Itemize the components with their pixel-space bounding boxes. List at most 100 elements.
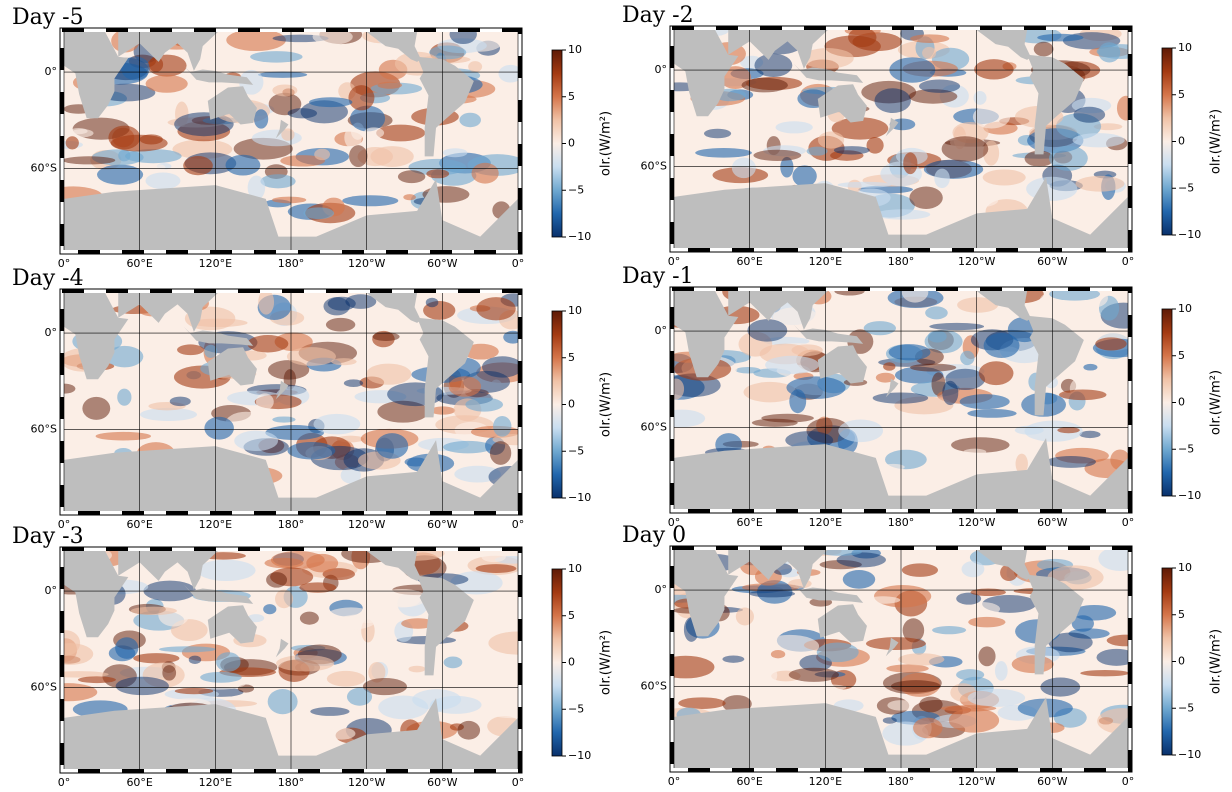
field-blob [225, 154, 261, 176]
field-blob [82, 396, 111, 420]
field-blob [247, 335, 289, 353]
field-blob [1048, 632, 1093, 653]
land [885, 378, 899, 398]
field-blob [1011, 655, 1054, 674]
land [64, 551, 129, 638]
field-blob [110, 134, 168, 152]
field-blob [816, 642, 859, 663]
field-blob [674, 378, 685, 400]
field-blob [377, 400, 429, 423]
y-tick-label: 0° [45, 65, 58, 78]
field-blob [365, 363, 412, 385]
map-panel: Day -1 0° 60°E 120°E 180° 120°W 60°W 0° 0° 60°S 10… [622, 264, 1224, 529]
field-blob [158, 358, 184, 366]
field-blob [817, 131, 845, 149]
field-blob [463, 343, 499, 360]
field-blob [1106, 634, 1128, 647]
field-blob [174, 112, 234, 137]
field-blob [204, 344, 218, 358]
colorbar-tick-label: 10 [1178, 41, 1192, 54]
field-blob [145, 74, 188, 93]
x-tick-label: 0° [512, 518, 525, 531]
field-blob [117, 388, 132, 406]
land [417, 317, 474, 418]
field-blob [863, 321, 896, 336]
field-blob [749, 590, 796, 598]
field-blob [934, 168, 950, 189]
field-blob [498, 64, 518, 83]
land [728, 291, 828, 330]
field-blob [959, 194, 999, 208]
x-tick-label: 120°W [958, 775, 995, 788]
field-blob [913, 717, 943, 739]
field-blob [250, 51, 303, 63]
colorbar-tick-label: 5 [1178, 88, 1185, 101]
field-blob [325, 317, 356, 332]
field-blob [866, 137, 884, 154]
field-blob [903, 152, 918, 175]
field-blob [747, 663, 778, 688]
panel-title: Day -1 [622, 264, 694, 289]
field-blob [837, 181, 892, 188]
x-tick-label: 60°E [126, 776, 152, 789]
field-blob [760, 634, 820, 658]
field-blob [956, 592, 982, 605]
x-tick-label: 180° [278, 257, 305, 270]
map-panel: Day -4 0° 60°E 120°E 180° 120°W 60°W 0° 0° 60°S 10… [12, 266, 614, 531]
field-blob [363, 127, 385, 139]
x-tick-label: 120°E [199, 257, 232, 270]
land [674, 438, 1128, 509]
field-blob [1075, 175, 1125, 192]
field-blob [1079, 430, 1101, 439]
field-blob [968, 616, 1006, 628]
field-blob [476, 297, 516, 321]
field-blob [306, 553, 339, 573]
field-blob [883, 362, 896, 371]
field-blob [743, 381, 797, 403]
field-blob [731, 157, 756, 179]
field-blob [260, 174, 296, 189]
map-panel: Day -5 0° 60°E 120°E 180° 120°W 60°W 0° 0° 60°S 10… [12, 5, 614, 270]
field-blob [960, 350, 975, 366]
field-blob [923, 159, 984, 179]
y-tick-label: 60°S [31, 422, 57, 435]
map-panel: Day -2 0° 60°E 120°E 180° 120°W 60°W 0° 0° 60°S 10… [622, 3, 1224, 268]
field-blob [1015, 453, 1028, 474]
field-blob [909, 363, 957, 372]
field-blob [64, 156, 116, 165]
land [674, 177, 1128, 248]
colorbar-tick-label: −5 [1178, 442, 1194, 455]
land [207, 605, 257, 644]
field-blob [722, 695, 752, 713]
field-blob [340, 466, 361, 484]
field-blob [1026, 176, 1078, 201]
land [417, 56, 474, 157]
panel-title: Day -5 [12, 5, 84, 30]
field-blob [1083, 363, 1098, 371]
land [183, 584, 254, 604]
x-tick-label: 0° [512, 776, 525, 789]
field-blob [272, 84, 298, 97]
field-blob [927, 330, 947, 343]
x-tick-label: 120°E [199, 776, 232, 789]
field-blob [957, 297, 999, 313]
field-blob [459, 112, 481, 128]
land [674, 697, 1128, 768]
field-blob [941, 136, 989, 162]
field-blob [204, 416, 234, 440]
field-blob [1096, 648, 1128, 666]
map-frame-dashes [60, 289, 522, 515]
map-panel: Day -3 0° 60°E 120°E 180° 120°W 60°W 0° 0° 60°S 10… [12, 524, 614, 789]
field-blob [780, 156, 794, 178]
field-blob [972, 105, 1011, 129]
field-blob [69, 127, 88, 135]
map-area [64, 32, 518, 250]
field-blob [1095, 337, 1127, 351]
land [207, 347, 257, 386]
field-blob [362, 678, 408, 696]
land [1027, 574, 1084, 675]
field-blob [493, 415, 512, 437]
field-blob [874, 88, 911, 113]
field-blob [348, 85, 375, 111]
